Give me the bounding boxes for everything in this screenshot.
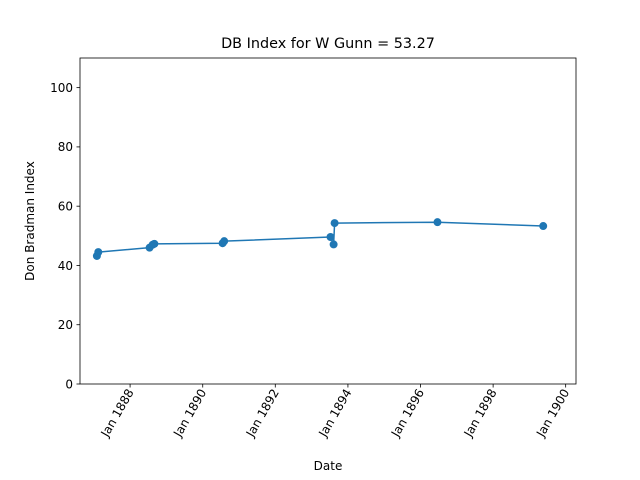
x-tick-label: Jan 1892 — [243, 387, 282, 441]
y-axis-label: Don Bradman Index — [23, 161, 37, 281]
chart-title: DB Index for W Gunn = 53.27 — [221, 36, 435, 52]
x-axis: Jan 1888 Jan 1890 Jan 1892 Jan 1894 Jan 1896… — [98, 384, 572, 441]
x-tick-label: Jan 1888 — [98, 387, 137, 441]
x-axis-label: Date — [314, 459, 343, 473]
data-point — [330, 219, 339, 228]
y-tick-label: 40 — [58, 259, 73, 273]
y-tick-label: 60 — [58, 199, 73, 213]
y-tick-label: 100 — [50, 81, 73, 95]
series-layer — [92, 218, 548, 260]
x-tick-label: Jan 1896 — [388, 387, 427, 441]
plot-background — [80, 58, 576, 384]
x-tick-label: Jan 1890 — [170, 387, 209, 441]
data-point — [329, 240, 338, 249]
data-point — [326, 233, 335, 242]
plot-frame — [79, 57, 577, 385]
data-point — [150, 239, 159, 248]
data-point — [539, 222, 548, 231]
y-tick-label: 0 — [65, 377, 73, 391]
data-point — [220, 237, 229, 246]
y-tick-label: 20 — [58, 318, 73, 332]
data-point — [433, 218, 442, 227]
data-point — [94, 248, 103, 257]
x-tick-label: Jan 1894 — [315, 387, 354, 441]
x-tick-label: Jan 1900 — [533, 387, 572, 441]
x-tick-label: Jan 1898 — [461, 387, 500, 441]
y-axis: 0 20 40 60 80 100 — [50, 81, 80, 391]
y-tick-label: 80 — [58, 140, 73, 154]
